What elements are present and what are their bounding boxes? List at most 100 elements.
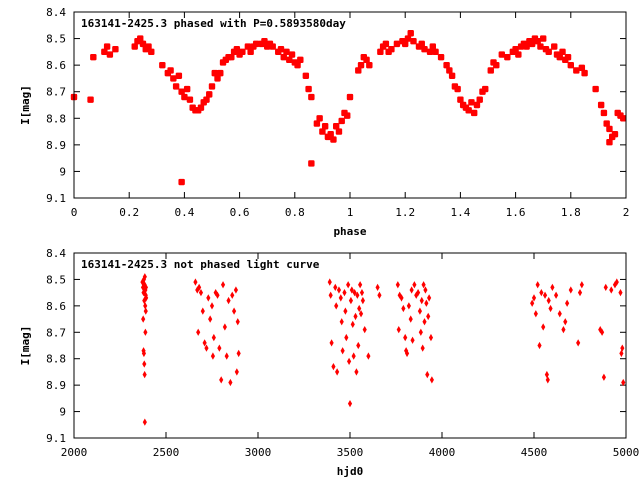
data-point [577, 289, 583, 297]
data-point [197, 104, 205, 111]
data-point [233, 46, 241, 53]
data-point [471, 109, 478, 117]
data-point [355, 67, 362, 74]
data-point [493, 61, 500, 69]
data-point [327, 131, 334, 138]
plot-frame [73, 252, 627, 439]
data-point [600, 109, 608, 117]
data-point [137, 35, 144, 42]
y-tick-label: 8.8 [46, 353, 66, 366]
data-point [222, 323, 227, 331]
data-point [330, 136, 337, 143]
data-point [239, 48, 246, 56]
data-point [498, 51, 505, 58]
data-point [252, 40, 260, 48]
data-point [233, 286, 238, 294]
data-point [143, 302, 148, 310]
data-point [377, 291, 382, 299]
data-point [537, 43, 544, 50]
data-point [360, 296, 365, 305]
data-point [554, 291, 559, 299]
data-point [409, 286, 414, 294]
data-point [600, 328, 605, 336]
data-point [244, 43, 252, 50]
data-point [515, 51, 522, 58]
data-point [581, 69, 588, 77]
data-point [215, 291, 220, 299]
x-tick-label: 5000 [613, 446, 640, 459]
y-tick-label: 8.4 [46, 247, 66, 260]
y-axis-label: I[mag] [19, 85, 32, 125]
data-point [416, 289, 421, 297]
data-point [404, 35, 412, 42]
data-point [564, 53, 572, 61]
data-point [195, 286, 200, 294]
y-tick-label: 8.6 [46, 59, 66, 72]
chart-title: 163141-2425.3 not phased light curve [81, 258, 320, 271]
data-point [410, 38, 417, 45]
x-ticks: 0 0.2 0.4 0.6 0.8 1 1.2 1.4 1.6 1.8 2 [71, 12, 630, 219]
data-point [228, 378, 233, 387]
data-point [145, 43, 152, 50]
data-point [537, 341, 542, 350]
data-point [359, 289, 365, 297]
data-point [407, 30, 414, 37]
x-tick-label: 0.2 [119, 206, 139, 219]
data-point [148, 48, 155, 56]
data-point [331, 363, 336, 371]
data-point [351, 352, 356, 360]
data-point [443, 61, 450, 69]
data-point [545, 376, 550, 384]
data-point [432, 48, 439, 56]
data-point [601, 373, 606, 381]
phased-light-curve-panel: 0 0.2 0.4 0.6 0.8 1 1.2 1.4 1.6 1.8 2 8.4 8.5 8.6 8.7… [19, 6, 629, 238]
data-point [420, 344, 425, 352]
data-point [487, 67, 494, 74]
data-point [540, 35, 547, 42]
data-point [358, 281, 363, 289]
data-point [340, 347, 345, 355]
data-point [548, 304, 553, 313]
data-point [429, 43, 436, 50]
x-tick-label: 1.8 [561, 206, 581, 219]
data-point [393, 40, 401, 48]
data-point [313, 120, 321, 127]
data-point [308, 160, 315, 167]
data-point [421, 46, 428, 53]
data-point [551, 43, 558, 50]
data-points [140, 273, 626, 426]
data-point [557, 310, 562, 318]
chart-title: 163141-2425.3 phased with P=0.5893580day [81, 17, 346, 30]
data-point [228, 53, 235, 61]
data-point [621, 378, 626, 387]
data-point [609, 286, 614, 294]
data-point [347, 400, 353, 408]
x-axis-label: phase [333, 225, 366, 238]
data-point [546, 296, 551, 305]
data-point [454, 85, 461, 93]
data-point [563, 318, 568, 326]
data-point [131, 43, 138, 50]
data-point [213, 289, 218, 297]
y-tick-label: 8.8 [46, 112, 66, 125]
data-point [375, 283, 380, 291]
data-point [346, 93, 354, 101]
x-tick-label: 2500 [153, 446, 180, 459]
data-point [198, 289, 204, 297]
x-tick-label: 2 [623, 206, 630, 219]
data-point [427, 294, 432, 302]
data-point [328, 291, 333, 299]
data-point [358, 310, 364, 318]
y-tick-label: 8.9 [46, 139, 66, 152]
data-point [277, 46, 285, 53]
data-point [329, 339, 334, 347]
x-tick-label: 3000 [245, 446, 272, 459]
data-point [159, 61, 166, 69]
data-point [620, 344, 625, 352]
data-point [333, 283, 338, 291]
data-point [356, 341, 361, 350]
y-tick-label: 8.9 [46, 379, 66, 392]
y-tick-label: 9.1 [46, 432, 66, 445]
data-point [143, 328, 148, 336]
